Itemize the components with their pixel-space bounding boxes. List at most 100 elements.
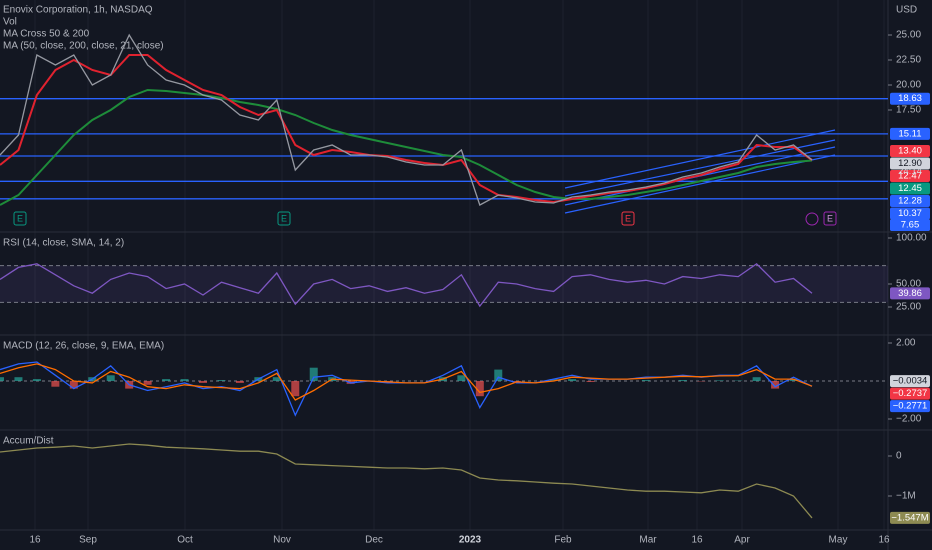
series-line [0, 443, 813, 519]
histogram-bar [235, 381, 244, 383]
histogram-bar [0, 377, 4, 381]
histogram-bar [32, 379, 41, 381]
histogram-bar [641, 380, 650, 381]
y-tick-label: 17.50 [896, 105, 921, 116]
pane-title: MACD (12, 26, close, 9, EMA, EMA) [3, 341, 164, 352]
price-tag-label: −0.2771 [893, 401, 928, 412]
y-tick-label: 100.00 [896, 233, 927, 244]
price-tag [890, 195, 930, 207]
channel-line [564, 139, 836, 197]
histogram-bar [494, 369, 503, 381]
y-tick-label: 20.00 [896, 80, 921, 91]
price-tag [890, 157, 930, 170]
event-icon [621, 211, 635, 226]
price-tag-label: 12.47 [898, 171, 922, 182]
price-tag-label: 15.11 [898, 128, 921, 139]
histogram-bar [199, 381, 207, 383]
price-tag [890, 400, 930, 413]
price-tag-label: −0.2737 [893, 388, 928, 399]
histogram-bar [678, 380, 687, 381]
price-tag [890, 127, 930, 140]
histogram-bar [162, 379, 171, 381]
x-tick-label: 16 [878, 535, 890, 546]
price-tag-label: −1.547M [891, 512, 928, 523]
x-tick-label: Mar [639, 535, 657, 546]
histogram-bar [106, 375, 115, 381]
price-tag [890, 92, 930, 105]
histogram-bar [568, 379, 577, 381]
event-label: E [827, 213, 833, 223]
price-tag [890, 387, 930, 400]
price-tag [890, 145, 930, 157]
y-tick-label: −2.00 [896, 414, 922, 425]
x-tick-label: Feb [554, 535, 572, 546]
y-tick-label: 2.00 [896, 338, 916, 349]
histogram-bar [549, 379, 558, 381]
y-tick-label: 50.00 [896, 279, 921, 290]
price-tag-label: 39.86 [898, 288, 922, 299]
channel-line [564, 154, 836, 214]
series-line [0, 363, 813, 401]
y-tick-label: 22.50 [896, 55, 921, 66]
y-tick-label: 25.00 [896, 302, 921, 313]
channel-line [564, 129, 836, 189]
histogram-bar [180, 379, 189, 381]
histogram-bar [457, 375, 466, 381]
event-icon [823, 211, 837, 226]
histogram-bar [475, 381, 484, 397]
series-line [0, 361, 813, 417]
event-label: E [281, 213, 287, 223]
histogram-bar [143, 381, 152, 385]
histogram-bar [69, 381, 78, 389]
y-tick-label: 0 [896, 451, 902, 462]
x-tick-label: Oct [177, 535, 193, 546]
x-tick-label: Nov [273, 535, 291, 546]
series-line [0, 88, 813, 206]
pane-title: Accum/Dist [3, 436, 54, 447]
histogram-bar [217, 380, 226, 381]
x-tick-label: Dec [365, 535, 383, 546]
price-tag-label: −0.0034 [893, 376, 928, 387]
event-icon [277, 211, 291, 226]
histogram-bar [51, 381, 60, 387]
dividend-icon [805, 212, 819, 226]
price-tag-label: 12.28 [898, 196, 922, 207]
pane-title: RSI (14, close, SMA, 14, 2) [3, 238, 124, 249]
x-tick-label: 2023 [459, 535, 482, 546]
price-tag [890, 511, 930, 524]
price-tag [890, 207, 930, 220]
x-tick-label: May [829, 535, 848, 546]
series-line [0, 33, 813, 206]
legend-line: MA (50, close, 200, close, 21, close) [3, 41, 164, 52]
series-line [0, 54, 813, 204]
histogram-bar [771, 381, 780, 389]
countdown: 24:14 [898, 166, 922, 177]
histogram-bar [715, 380, 724, 381]
histogram-bar [789, 379, 798, 381]
price-tag-label: 13.40 [898, 146, 922, 157]
event-icon [13, 211, 27, 226]
price-tag-label: 12.90 [898, 158, 922, 169]
price-tag [890, 287, 930, 300]
legend-line: MA Cross 50 & 200 [3, 29, 90, 40]
price-tag [890, 219, 930, 231]
histogram-bar [14, 377, 23, 381]
x-tick-label: 16 [691, 535, 703, 546]
x-tick-label: Apr [734, 535, 750, 546]
pane-title: Enovix Corporation, 1h, NASDAQ [3, 5, 153, 16]
price-tag [890, 182, 930, 195]
price-tag [890, 170, 930, 182]
histogram-bar [291, 381, 300, 397]
histogram-bar [272, 377, 281, 381]
histogram-bar [586, 381, 595, 382]
x-tick-label: Sep [79, 535, 97, 546]
currency: USD [896, 5, 917, 16]
x-tick-label: 16 [29, 535, 41, 546]
histogram-bar [752, 377, 761, 381]
histogram-bar [309, 367, 318, 381]
price-tag [890, 375, 930, 388]
rsi-band [0, 265, 888, 303]
series-line [0, 262, 813, 308]
price-tag-label: 7.65 [901, 220, 920, 231]
